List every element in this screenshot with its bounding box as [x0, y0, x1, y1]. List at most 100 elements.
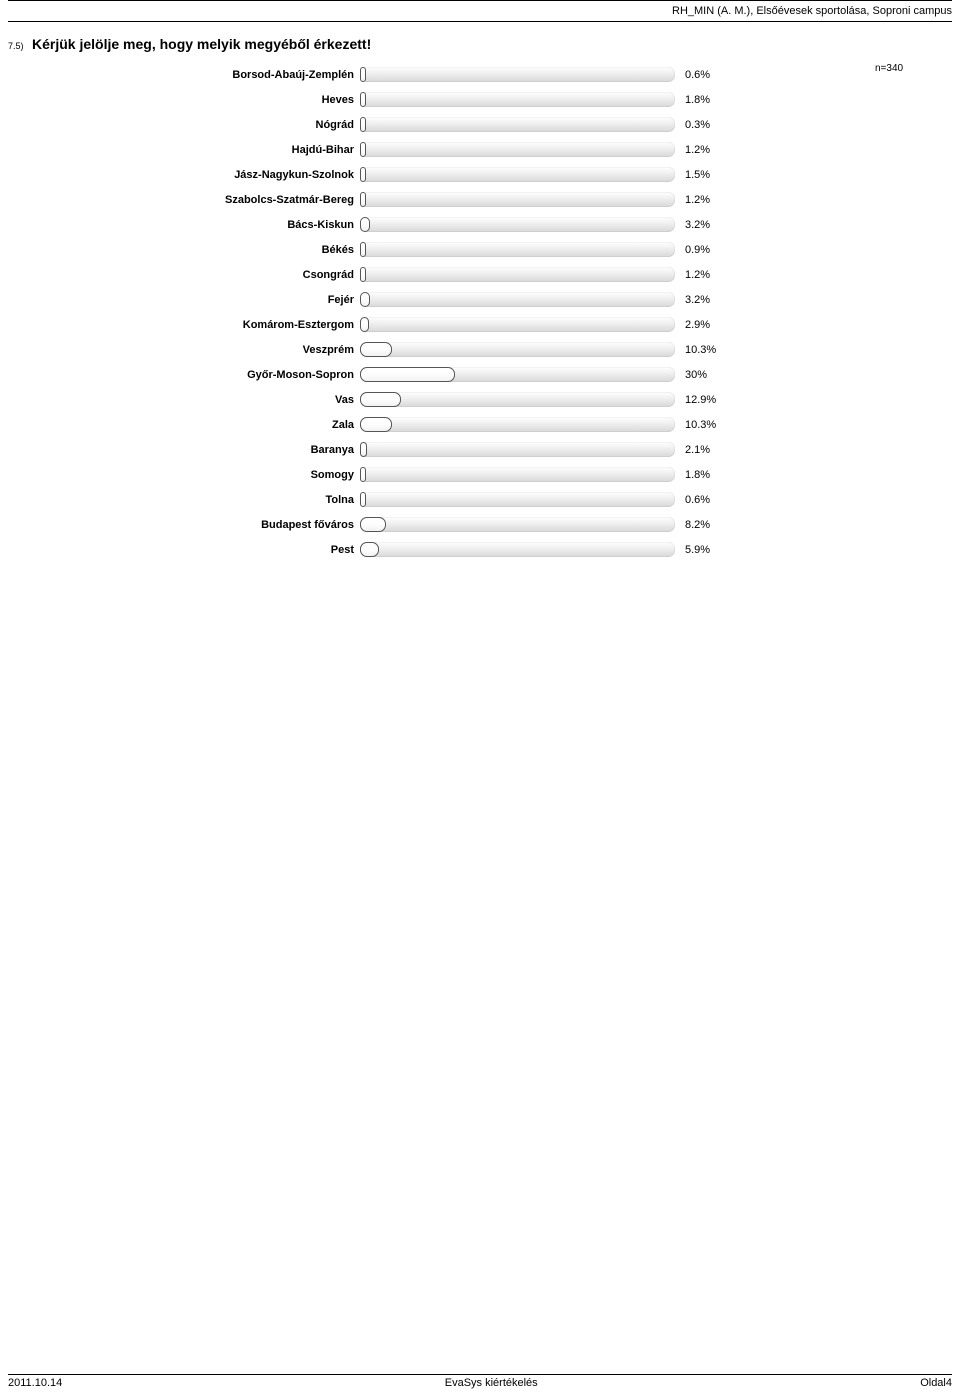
chart-row: Békés 0.9%	[38, 237, 952, 262]
chart-row-label: Komárom-Esztergom	[38, 319, 360, 331]
chart-bar-track	[360, 92, 675, 107]
chart-row-label: Pest	[38, 544, 360, 556]
chart-bar-fill	[360, 67, 366, 82]
chart-bar-fill	[360, 467, 366, 482]
chart-bar-fill	[360, 417, 392, 432]
chart-row: Hajdú-Bihar1.2%	[38, 137, 952, 162]
chart-bar-track	[360, 492, 675, 507]
chart-row: Fejér3.2%	[38, 287, 952, 312]
chart-row-value: 30%	[675, 369, 735, 381]
chart-row-value: 2.1%	[675, 444, 735, 456]
chart-row: Bács-Kiskun3.2%	[38, 212, 952, 237]
chart-bar-fill	[360, 167, 366, 182]
chart-bar-fill	[360, 292, 370, 307]
chart-row: Borsod-Abaúj-Zemplén 0.6%	[38, 62, 952, 87]
chart-row-value: 10.3%	[675, 419, 735, 431]
chart-row-label: Jász-Nagykun-Szolnok	[38, 169, 360, 181]
question-number: 7.5)	[8, 39, 32, 51]
chart-row: Csongrád 1.2%	[38, 262, 952, 287]
chart-row-label: Szabolcs-Szatmár-Bereg	[38, 194, 360, 206]
county-chart: Borsod-Abaúj-Zemplén 0.6% Heves 1.8% Nógrád 0…	[8, 62, 952, 562]
chart-bar-track	[360, 517, 675, 532]
chart-bar-track	[360, 142, 675, 157]
chart-row-value: 8.2%	[675, 519, 735, 531]
chart-row-label: Heves	[38, 94, 360, 106]
chart-bar-track	[360, 417, 675, 432]
chart-row-value: 12.9%	[675, 394, 735, 406]
chart-row-label: Somogy	[38, 469, 360, 481]
chart-row-value: 10.3%	[675, 344, 735, 356]
chart-row: Budapest főváros 8.2%	[38, 512, 952, 537]
chart-row: Veszprém10.3%	[38, 337, 952, 362]
chart-bar-track	[360, 442, 675, 457]
chart-bar-fill	[360, 117, 366, 132]
chart-row-label: Baranya	[38, 444, 360, 456]
chart-bar-fill	[360, 492, 366, 507]
chart-bar-fill	[360, 542, 379, 557]
chart-row: Pest 5.9%	[38, 537, 952, 562]
chart-row-label: Hajdú-Bihar	[38, 144, 360, 156]
chart-row: Győr-Moson-Sopron 30%	[38, 362, 952, 387]
chart-bar-track	[360, 542, 675, 557]
chart-row-label: Nógrád	[38, 119, 360, 131]
chart-row-value: 0.6%	[675, 69, 735, 81]
chart-row-value: 1.5%	[675, 169, 735, 181]
chart-row: Szabolcs-Szatmár-Bereg 1.2%	[38, 187, 952, 212]
chart-row-value: 1.8%	[675, 469, 735, 481]
chart-row: Heves 1.8%	[38, 87, 952, 112]
chart-row-label: Győr-Moson-Sopron	[38, 369, 360, 381]
chart-row-value: 3.2%	[675, 294, 735, 306]
footer-center: EvaSys kiértékelés	[445, 1377, 538, 1389]
chart-bar-fill	[360, 92, 366, 107]
chart-bar-track	[360, 292, 675, 307]
chart-row-label: Tolna	[38, 494, 360, 506]
chart-bar-track	[360, 367, 675, 382]
chart-bar-track	[360, 167, 675, 182]
chart-row-label: Vas	[38, 394, 360, 406]
chart-row-label: Zala	[38, 419, 360, 431]
chart-bar-track	[360, 117, 675, 132]
chart-row-value: 1.2%	[675, 194, 735, 206]
chart-row-label: Csongrád	[38, 269, 360, 281]
chart-row-value: 3.2%	[675, 219, 735, 231]
chart-row: Baranya 2.1%	[38, 437, 952, 462]
n-label: n=340	[875, 63, 903, 74]
chart-row-label: Borsod-Abaúj-Zemplén	[38, 69, 360, 81]
chart-row: Vas 12.9%	[38, 387, 952, 412]
chart-row: Tolna 0.6%	[38, 487, 952, 512]
chart-bar-fill	[360, 217, 370, 232]
chart-row-value: 0.6%	[675, 494, 735, 506]
chart-bar-track	[360, 67, 675, 82]
chart-bar-fill	[360, 267, 366, 282]
chart-row-label: Budapest főváros	[38, 519, 360, 531]
chart-bar-track	[360, 342, 675, 357]
chart-bar-track	[360, 217, 675, 232]
chart-bar-track	[360, 267, 675, 282]
chart-bar-track	[360, 242, 675, 257]
chart-row-value: 0.9%	[675, 244, 735, 256]
chart-row-value: 2.9%	[675, 319, 735, 331]
chart-row-value: 1.8%	[675, 94, 735, 106]
footer-date: 2011.10.14	[8, 1377, 62, 1389]
chart-bar-fill	[360, 342, 392, 357]
chart-bar-fill	[360, 517, 386, 532]
chart-bar-fill	[360, 367, 455, 382]
chart-row: Zala 10.3%	[38, 412, 952, 437]
chart-bar-track	[360, 192, 675, 207]
chart-bar-fill	[360, 192, 366, 207]
chart-bar-track	[360, 392, 675, 407]
chart-bar-track	[360, 317, 675, 332]
chart-row-label: Békés	[38, 244, 360, 256]
question-text: Kérjük jelölje meg, hogy melyik megyéből…	[32, 36, 371, 52]
header-text: RH_MIN (A. M.), Elsőévesek sportolása, S…	[8, 3, 952, 22]
chart-bar-fill	[360, 242, 366, 257]
chart-row-value: 0.3%	[675, 119, 735, 131]
chart-row: Jász-Nagykun-Szolnok 1.5%	[38, 162, 952, 187]
chart-bar-fill	[360, 317, 369, 332]
chart-bar-fill	[360, 142, 366, 157]
chart-row-value: 1.2%	[675, 269, 735, 281]
chart-bar-fill	[360, 442, 367, 457]
chart-row: Somogy 1.8%	[38, 462, 952, 487]
chart-row-value: 5.9%	[675, 544, 735, 556]
chart-row: Komárom-Esztergom 2.9%	[38, 312, 952, 337]
